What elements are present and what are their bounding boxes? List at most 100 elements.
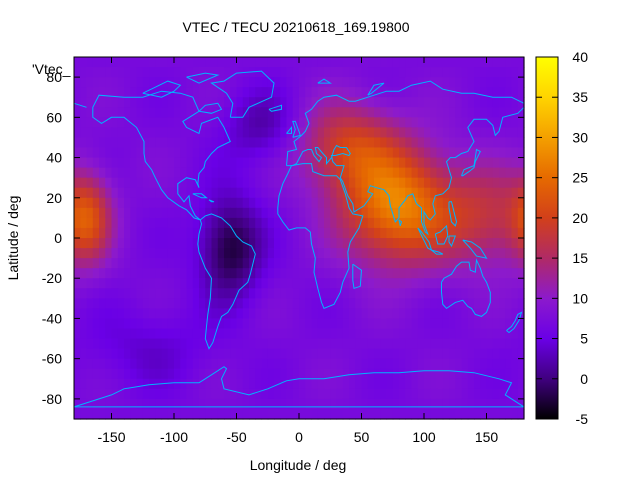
- heatmap-cell: [392, 348, 400, 360]
- heatmap-cell: [80, 388, 88, 400]
- heatmap-cell: [305, 87, 313, 98]
- heatmap-cell: [455, 248, 463, 259]
- coastline: [286, 106, 525, 236]
- heatmap-cell: [274, 328, 281, 340]
- coastline: [277, 163, 364, 310]
- heatmap-cell: [324, 127, 331, 139]
- heatmap-cell: [349, 388, 356, 400]
- heatmap-cell: [480, 358, 488, 370]
- heatmap-cell: [236, 157, 244, 169]
- coastline: [142, 80, 182, 98]
- heatmap-cell: [311, 278, 319, 289]
- heatmap-cell: [405, 288, 413, 299]
- heatmap-cell: [149, 167, 156, 179]
- heatmap-cell: [455, 318, 463, 330]
- coastline: [268, 104, 282, 112]
- heatmap-cell: [105, 238, 113, 249]
- heatmap-cell: [136, 338, 144, 350]
- heatmap-cell: [267, 137, 275, 149]
- heatmap-cell: [242, 187, 250, 199]
- heatmap-cell: [117, 288, 125, 299]
- heatmap-cell: [292, 137, 300, 149]
- heatmap-cell: [86, 107, 94, 118]
- heatmap-cell: [511, 197, 519, 209]
- heatmap-cell: [249, 338, 256, 350]
- heatmap-cell: [74, 258, 81, 269]
- heatmap-cell: [392, 187, 400, 199]
- heatmap-cell: [86, 77, 94, 88]
- heatmap-cell: [317, 127, 325, 139]
- heatmap-cell: [411, 308, 419, 320]
- heatmap-cell: [155, 97, 163, 108]
- heatmap-cell: [424, 147, 431, 159]
- heatmap-cell: [336, 157, 344, 169]
- heatmap-cell: [161, 117, 169, 128]
- heatmap-cell: [480, 167, 488, 179]
- heatmap-cell: [74, 57, 81, 68]
- heatmap-cell: [361, 248, 369, 259]
- heatmap-cell: [149, 137, 156, 149]
- heatmap-cell: [455, 137, 463, 149]
- heatmap-cell: [280, 278, 288, 289]
- heatmap-cell: [324, 207, 331, 219]
- heatmap-cell: [249, 207, 256, 219]
- heatmap-cell: [161, 57, 169, 68]
- heatmap-cell: [111, 147, 119, 159]
- heatmap-cell: [292, 298, 300, 309]
- heatmap-cell: [436, 318, 444, 330]
- heatmap-cell: [492, 217, 500, 229]
- heatmap-cell: [261, 398, 269, 410]
- heatmap-cell: [424, 77, 431, 88]
- heatmap-cell: [86, 217, 94, 229]
- heatmap-cell: [124, 167, 131, 179]
- heatmap-cell: [186, 348, 194, 360]
- heatmap-cell: [330, 298, 338, 309]
- heatmap-cell: [274, 268, 281, 279]
- heatmap-cell: [217, 167, 225, 179]
- heatmap-cell: [336, 127, 344, 139]
- heatmap-cell: [386, 117, 394, 128]
- heatmap-cell: [474, 177, 481, 189]
- heatmap-cell: [136, 388, 144, 400]
- heatmap-cell: [449, 298, 456, 309]
- heatmap-cell: [80, 288, 88, 299]
- heatmap-cell: [74, 217, 81, 229]
- heatmap-cell: [342, 67, 350, 78]
- heatmap-cell: [342, 298, 350, 309]
- heatmap-cell: [380, 107, 388, 118]
- heatmap-cell: [249, 107, 256, 118]
- heatmap-cell: [486, 338, 494, 350]
- heatmap-cell: [261, 308, 269, 320]
- chart-title: VTEC / TECU 20210618_169.19800: [182, 19, 409, 35]
- heatmap-cell: [74, 408, 81, 420]
- heatmap-cell: [142, 308, 150, 320]
- heatmap-cell: [161, 97, 169, 108]
- heatmap-cell: [374, 127, 381, 139]
- heatmap-cell: [442, 87, 450, 98]
- heatmap-cell: [517, 378, 525, 390]
- heatmap-cell: [511, 227, 519, 239]
- heatmap-cell: [442, 207, 450, 219]
- heatmap-cell: [224, 248, 231, 259]
- heatmap-cell: [149, 358, 156, 370]
- heatmap-cell: [142, 408, 150, 420]
- heatmap-cell: [80, 197, 88, 209]
- heatmap-cell: [136, 308, 144, 320]
- heatmap-cell: [111, 338, 119, 350]
- heatmap-cell: [92, 388, 100, 400]
- heatmap-cell: [367, 217, 375, 229]
- heatmap-cell: [124, 187, 131, 199]
- heatmap-cell: [399, 328, 406, 340]
- heatmap-cell: [517, 147, 525, 159]
- heatmap-cell: [367, 278, 375, 289]
- heatmap-cell: [467, 107, 475, 118]
- heatmap-cell: [249, 368, 256, 380]
- heatmap-cell: [124, 288, 131, 299]
- heatmap-cell: [117, 238, 125, 249]
- heatmap-cell: [299, 358, 306, 370]
- heatmap-cell: [199, 167, 206, 179]
- heatmap-cell: [442, 147, 450, 159]
- heatmap-cell: [474, 117, 481, 128]
- heatmap-cell: [192, 227, 200, 239]
- heatmap-cell: [505, 348, 513, 360]
